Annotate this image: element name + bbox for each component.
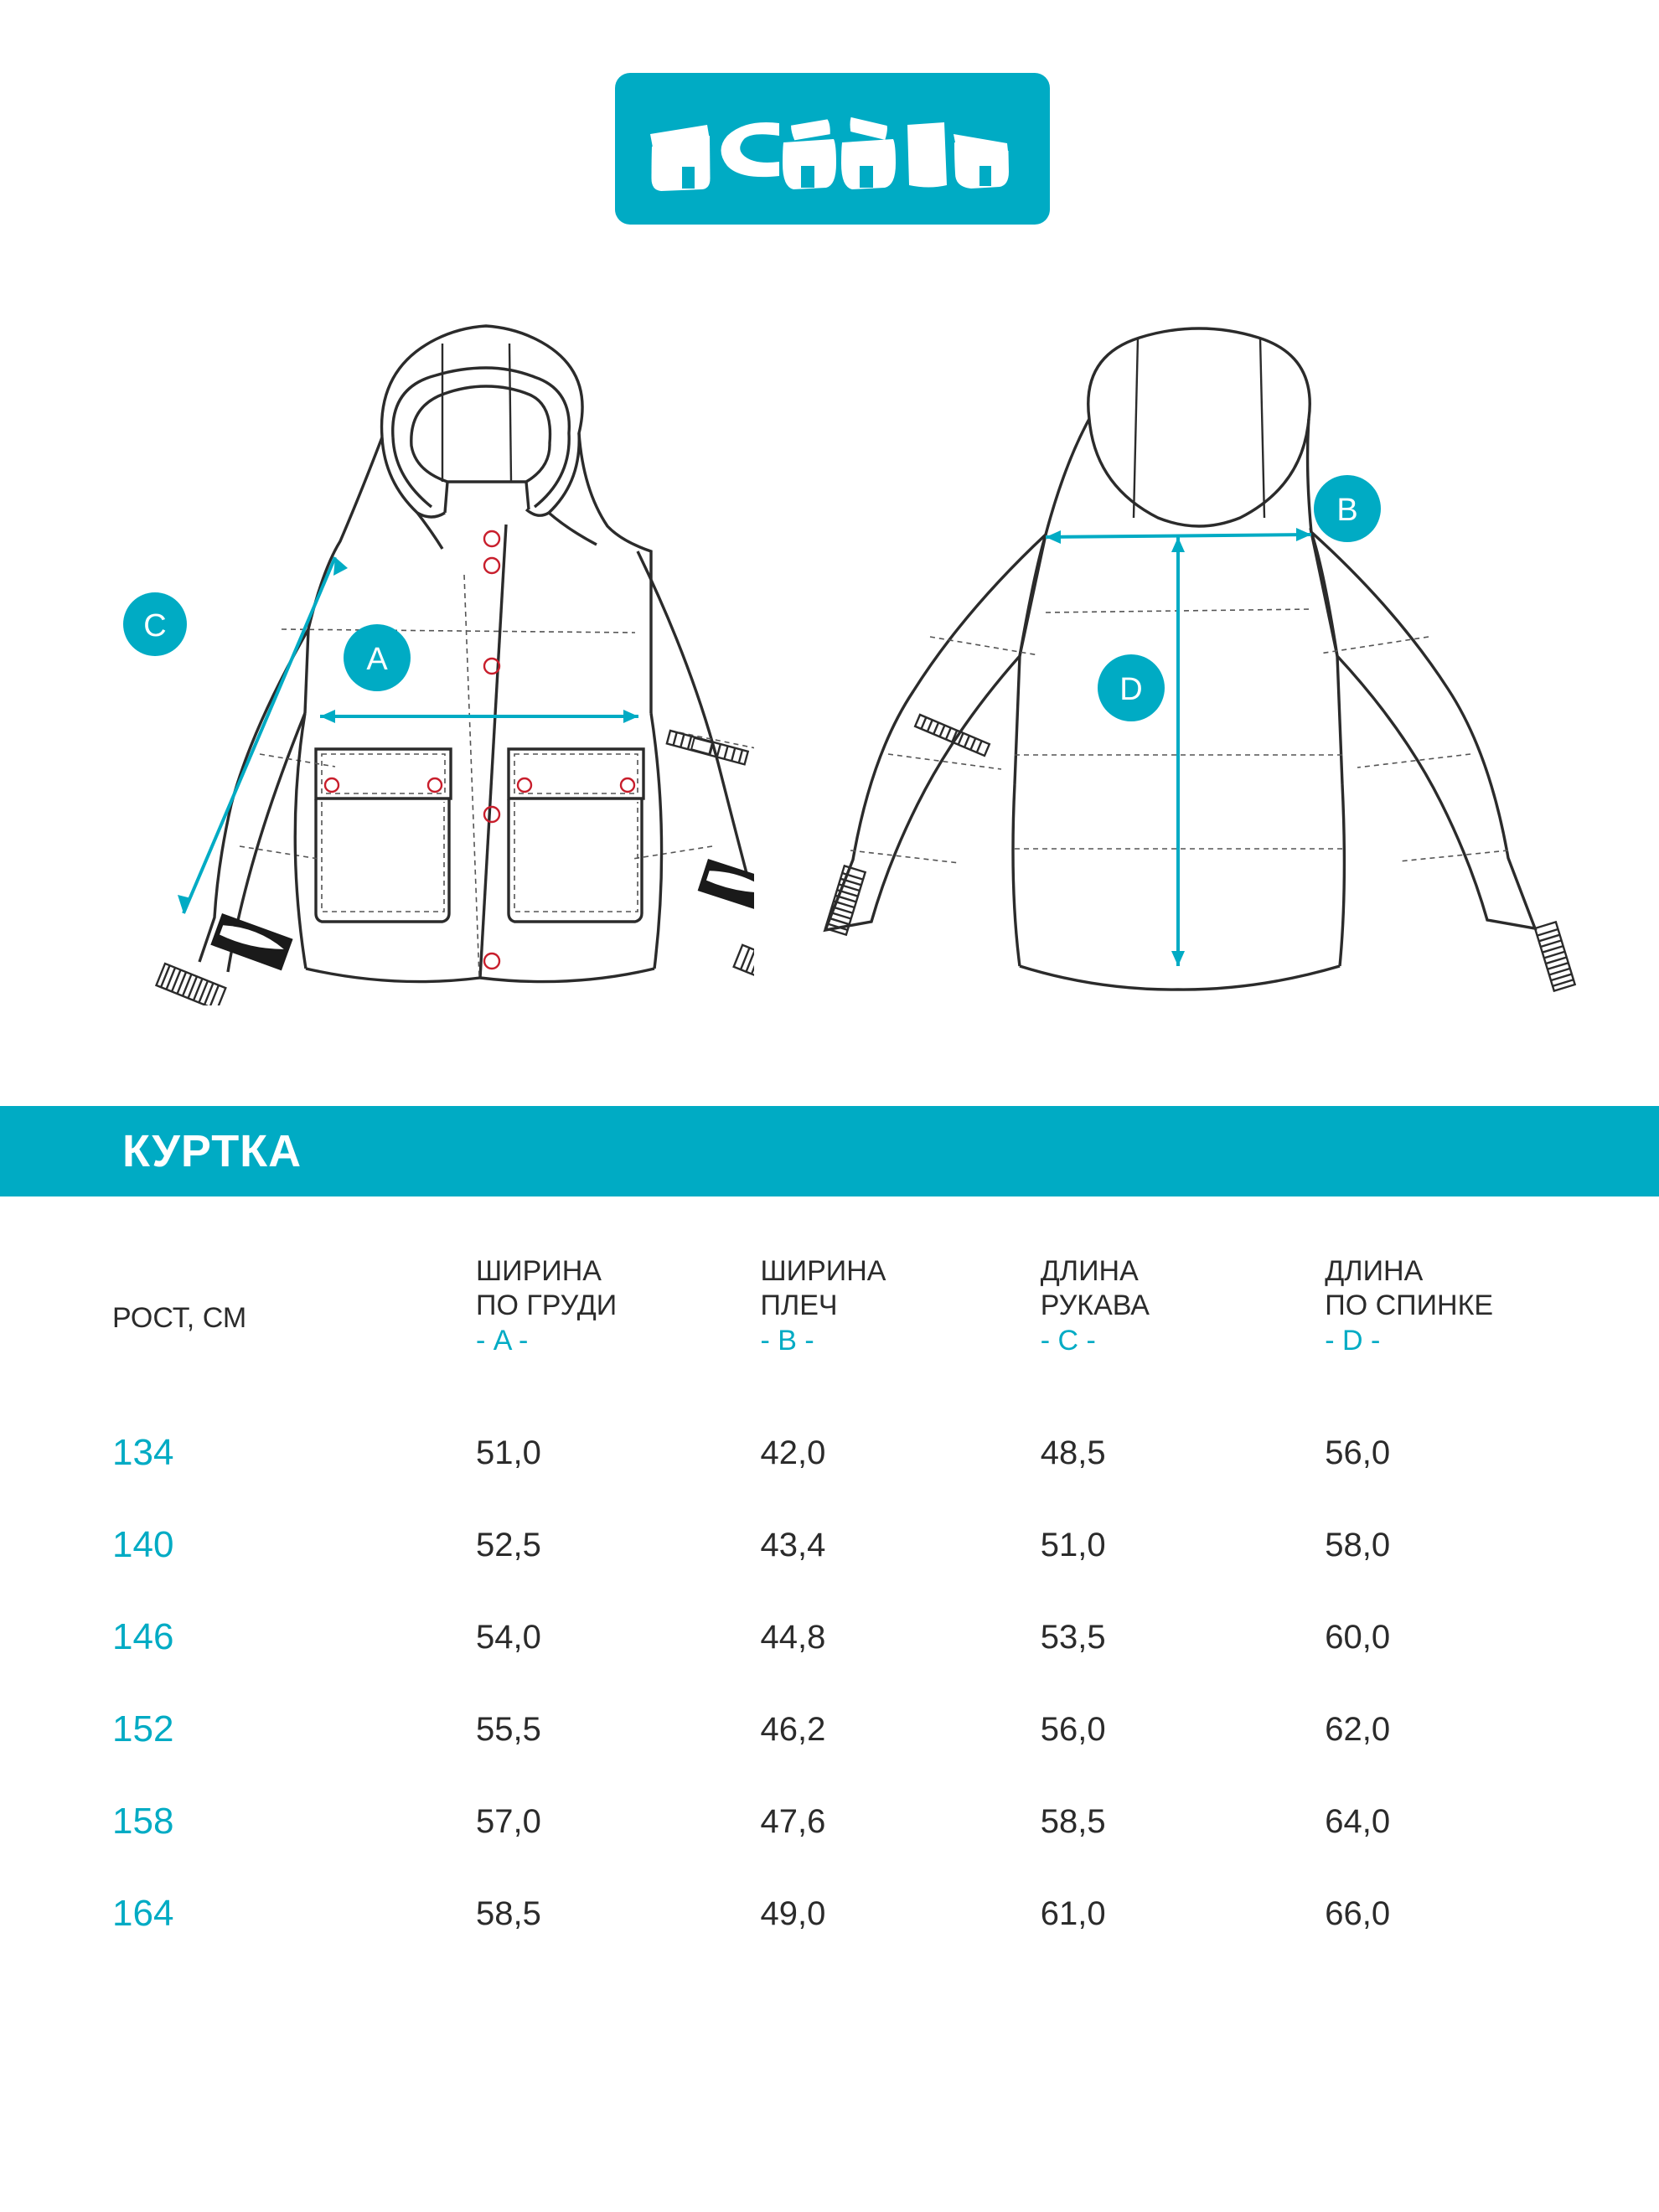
- svg-text:D: D: [1119, 672, 1142, 707]
- svg-text:B: B: [1336, 493, 1357, 528]
- svg-text:A: A: [366, 642, 388, 677]
- svg-text:C: C: [143, 608, 166, 643]
